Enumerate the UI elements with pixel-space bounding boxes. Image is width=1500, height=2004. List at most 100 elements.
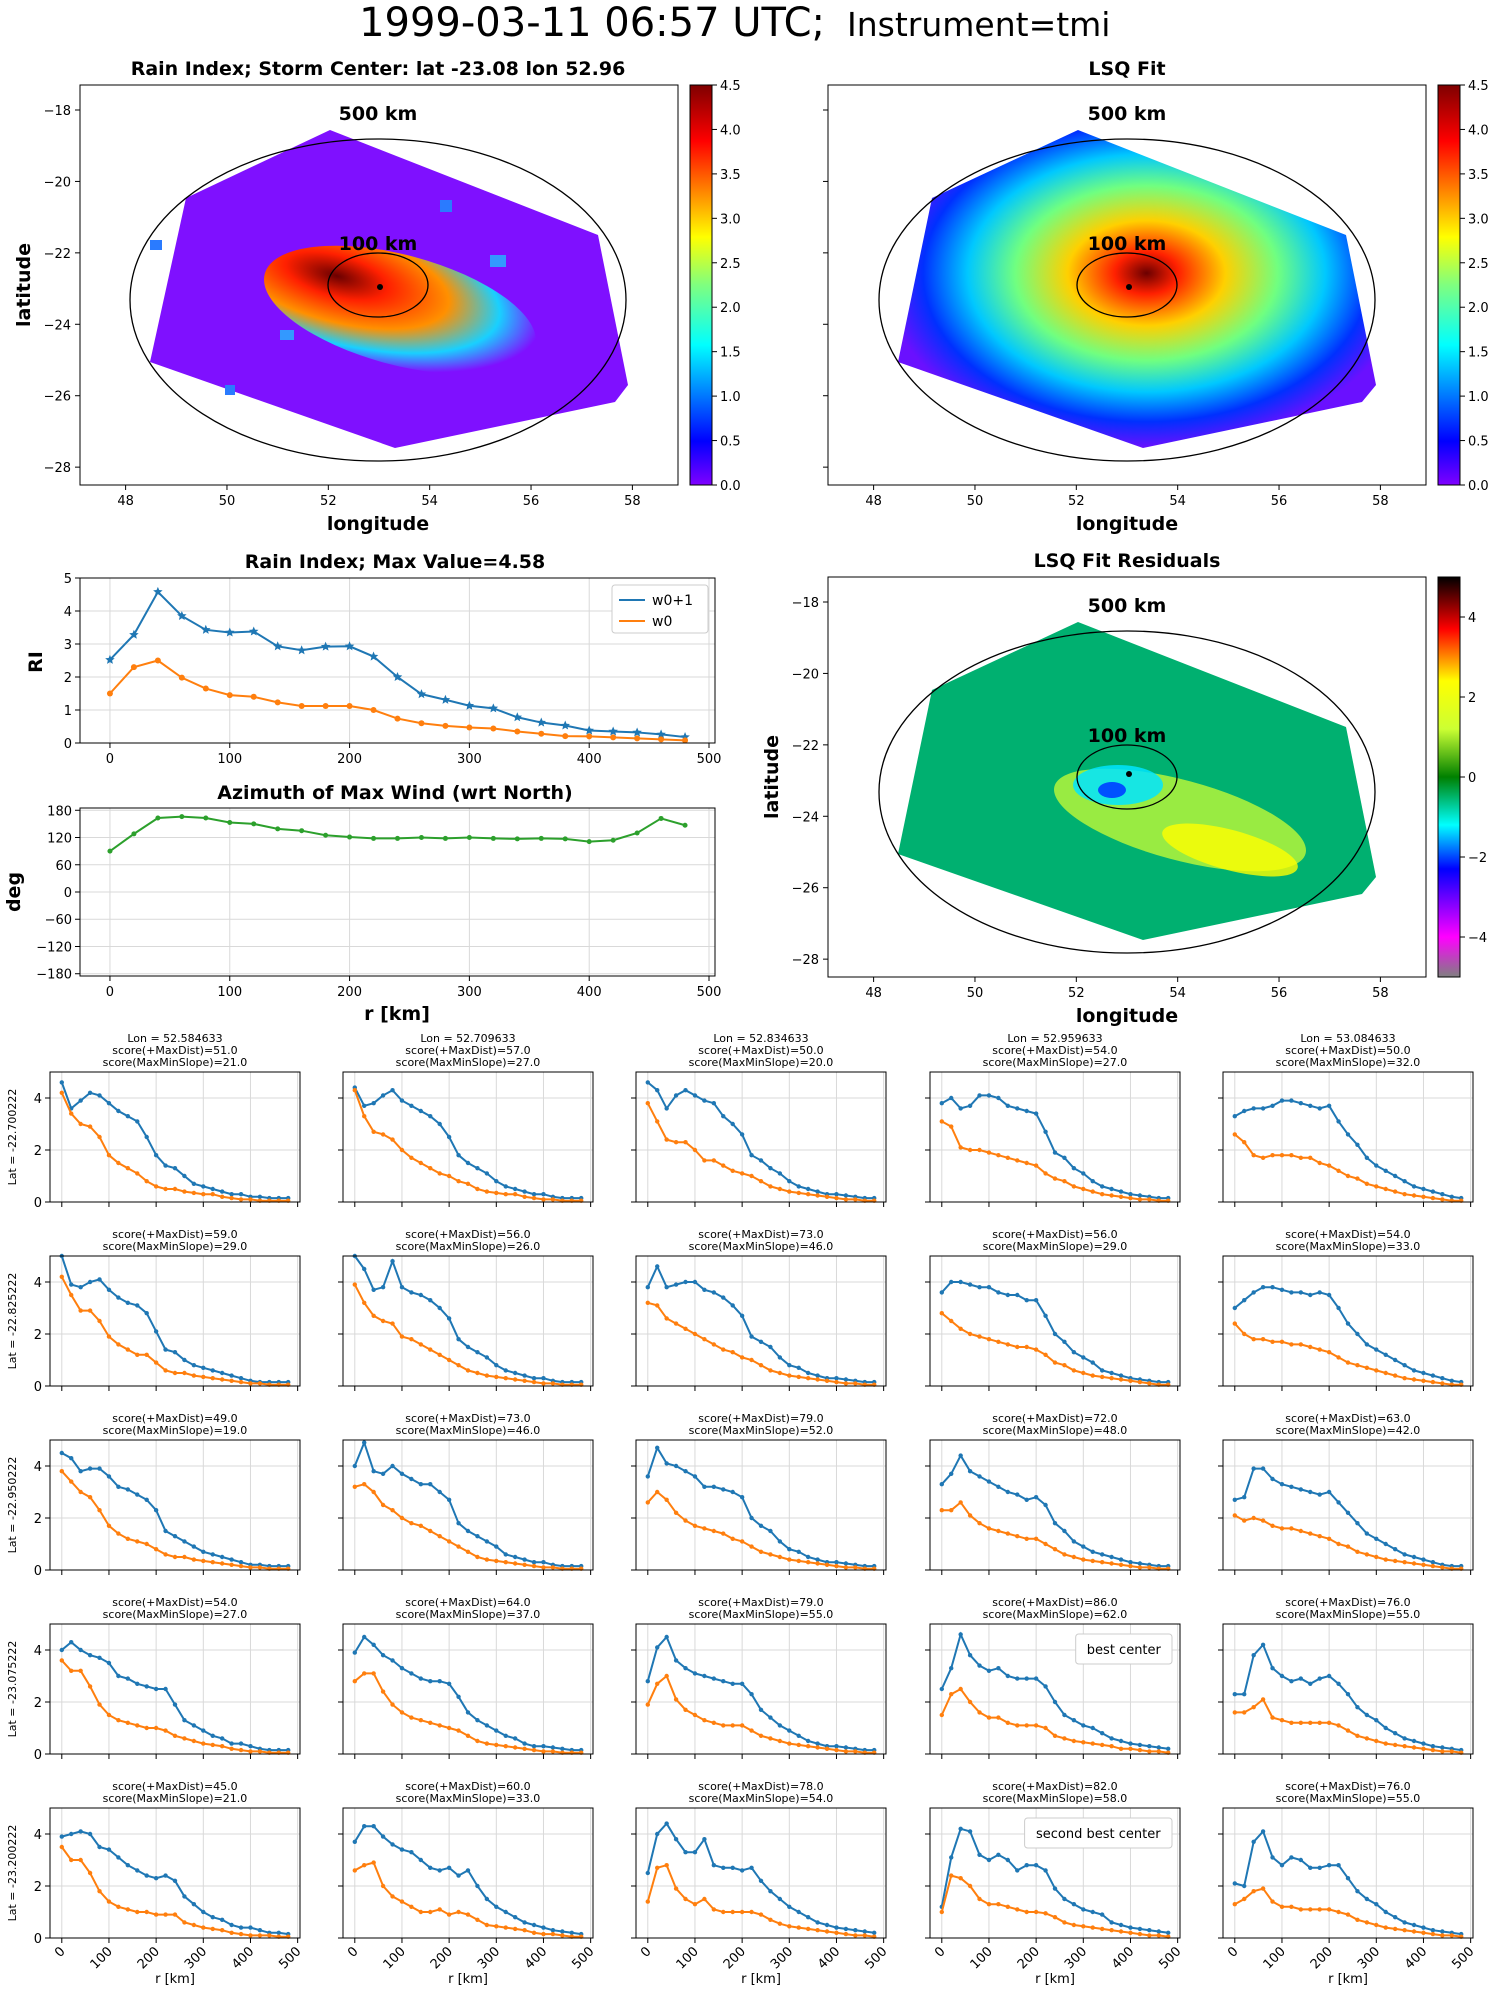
- w0-plus-1-point: [1232, 1692, 1237, 1697]
- w0-plus-1-point: [777, 1355, 783, 1360]
- w0-point: [1317, 1347, 1322, 1352]
- w0-point: [1402, 1928, 1407, 1933]
- w0-point: [409, 1904, 414, 1910]
- w0-plus-1-point: [352, 1650, 357, 1655]
- w0-plus-1-point: [996, 1484, 1001, 1490]
- w0-plus-1-point: [1071, 1718, 1077, 1723]
- y-tick-label: −18: [44, 104, 71, 119]
- w0-point: [1109, 1744, 1114, 1749]
- w0-point: [541, 1381, 546, 1386]
- w0-point: [1052, 1547, 1058, 1552]
- w0-plus-1-point: [758, 1158, 764, 1163]
- w0-plus-1-point: [191, 1723, 197, 1728]
- w0-plus-1-point: [428, 1298, 433, 1303]
- w0-plus-1-point: [494, 1544, 499, 1549]
- w0-point: [673, 1697, 679, 1702]
- w0-plus-1-point: [371, 1642, 376, 1648]
- w0-plus-1-point: [1242, 1495, 1247, 1500]
- y-tick-label: 180: [47, 804, 72, 819]
- w0-plus-1-point: [135, 1681, 140, 1687]
- w0-plus-1-line: [60, 1082, 289, 1200]
- w0-point: [182, 1554, 187, 1560]
- label-100km: 100 km: [1088, 725, 1167, 747]
- w0-plus-1-point: [392, 672, 403, 682]
- w0-point: [182, 1736, 187, 1741]
- colorbar-tick-label: 4.0: [720, 123, 741, 138]
- w0-point: [380, 1883, 386, 1889]
- w0-plus-1-point: [409, 1850, 414, 1855]
- w0-point: [1147, 1749, 1152, 1754]
- w0-plus-1-point: [1421, 1186, 1426, 1192]
- w0-plus-1-point: [484, 1171, 490, 1176]
- w0-point: [958, 1145, 963, 1150]
- w0-point: [1137, 1197, 1143, 1202]
- w0-plus-1-point: [1326, 1103, 1332, 1109]
- w0-plus-1-point: [787, 1728, 792, 1733]
- w0-point: [1298, 1720, 1304, 1726]
- w0-point: [692, 1331, 698, 1337]
- w0-plus-1-point: [153, 1153, 159, 1158]
- w0-plus-1-point: [163, 1528, 168, 1534]
- w0-point: [1081, 1186, 1086, 1192]
- w0-point: [409, 1337, 414, 1342]
- w0-plus-1-point: [1317, 1865, 1322, 1871]
- w0-plus-1-point: [843, 1377, 849, 1382]
- w0-point: [1128, 1378, 1133, 1384]
- w0-plus-1-point: [996, 1852, 1001, 1858]
- w0-point: [135, 1909, 140, 1915]
- w0-plus-1-point: [380, 1834, 386, 1839]
- rain-index-map-ticks: 48 50 52 54 56 58−18−20−22−24−26−28: [44, 104, 641, 509]
- x-tick-label: 58: [1372, 986, 1389, 1001]
- w0-point: [1137, 1565, 1143, 1570]
- colorbar-tick-label: 1.0: [1468, 390, 1489, 405]
- w0-plus-1-point: [172, 1702, 178, 1707]
- w0-plus-1-point: [1289, 1290, 1294, 1295]
- w0-point: [446, 1539, 452, 1544]
- w0-plus-1-point: [1052, 1886, 1058, 1891]
- w0-plus-1-point: [1289, 1679, 1294, 1684]
- w0-point: [702, 1337, 707, 1342]
- w0-point: [1411, 1745, 1417, 1750]
- x-tick-label: 300: [768, 1944, 796, 1972]
- w0-plus-1-point: [536, 717, 547, 727]
- score-maxminslope: score(MaxMinSlope)=33.0: [396, 1792, 541, 1805]
- w0-point: [1402, 1744, 1407, 1749]
- w0-plus-1-point: [437, 1305, 442, 1311]
- w0-line: [354, 1483, 582, 1570]
- w0-point: [87, 1495, 93, 1500]
- w0-plus-1-point: [475, 1166, 480, 1171]
- w0-point: [977, 1710, 982, 1715]
- w0-point: [1251, 1889, 1256, 1894]
- w0-plus-1-point: [494, 1904, 499, 1910]
- w0-plus-1-point: [664, 1821, 669, 1826]
- w0-point: [702, 1718, 707, 1723]
- y-tick-label: 2: [34, 1144, 42, 1159]
- w0-plus-1-point: [177, 610, 187, 620]
- w0-point: [949, 1873, 954, 1878]
- score-maxdist: score(+MaxDist)=76.0: [1285, 1780, 1410, 1793]
- w0-point: [1071, 1368, 1077, 1373]
- y-tick-label: −60: [45, 913, 72, 928]
- x-tick-label: 200: [1308, 1944, 1336, 1972]
- w0-point: [645, 1500, 650, 1505]
- w0-plus-1-point: [796, 1365, 801, 1371]
- x-tick-label: 400: [1402, 1944, 1430, 1972]
- axes-frame: [1222, 1807, 1474, 1939]
- w0-plus-1-point: [1052, 1699, 1058, 1705]
- w0-plus-1-point: [182, 1173, 187, 1179]
- w0-plus-1-point: [59, 1647, 64, 1653]
- w0-point: [1326, 1720, 1332, 1726]
- w0-point: [1052, 1360, 1058, 1365]
- w0-plus-1-line: [1234, 1829, 1462, 1936]
- score-maxminslope: score(MaxMinSlope)=62.0: [983, 1608, 1128, 1621]
- w0-plus-1-point: [522, 1373, 527, 1378]
- w0-point: [1043, 1352, 1048, 1358]
- w0-plus-1-point: [276, 1930, 281, 1936]
- w0-point: [550, 1381, 556, 1386]
- score-maxdist: score(+MaxDist)=56.0: [992, 1228, 1117, 1241]
- score-maxminslope: score(MaxMinSlope)=55.0: [1276, 1792, 1421, 1805]
- w0-plus-1-point: [163, 1686, 168, 1692]
- w0-point: [787, 1557, 792, 1562]
- w0-point: [1440, 1749, 1445, 1754]
